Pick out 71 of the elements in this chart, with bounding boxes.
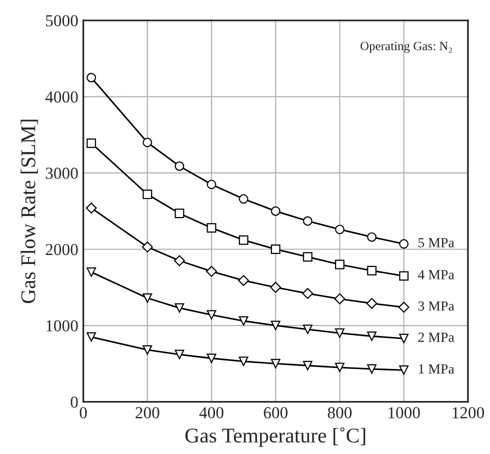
point [142,241,153,252]
x-tick-label: 800 [328,407,352,418]
point [174,208,184,218]
point [367,331,377,341]
y-tick-label: 1000 [46,320,78,332]
point [238,235,248,245]
point [302,252,312,262]
point [270,206,280,216]
point [302,360,312,370]
point [206,266,217,277]
y-tick-label: 2000 [46,244,78,256]
point [334,293,346,304]
point [86,332,96,342]
point [142,293,152,303]
point [335,362,344,372]
y-tick-label: 0 [70,396,78,408]
y-axis-title: Gas Flow Rate [SLM] [20,120,38,304]
point [398,302,410,313]
point [302,288,314,299]
point [399,334,409,344]
point [399,365,409,375]
point [86,202,97,214]
x-tick-label: 0 [80,407,87,418]
point [366,298,378,309]
y-tick-label: 4000 [45,91,78,103]
point [367,364,377,374]
point [86,267,96,277]
series-label: 5 MPa [418,238,454,248]
series-label: 3 MPa [418,301,454,311]
point [335,328,344,338]
point [206,354,216,364]
point [335,260,344,270]
x-tick-label: 600 [264,407,288,418]
point [302,216,312,226]
point [142,138,152,148]
series-label: 1 MPa [418,364,454,374]
point [86,72,96,82]
x-tick-label: 200 [136,407,160,418]
point [367,232,377,242]
point [367,266,377,276]
point [174,303,184,313]
point [174,350,184,360]
point [238,316,248,326]
point [238,194,248,204]
x-tick-label: 400 [199,407,224,418]
point [335,224,344,234]
point [86,138,96,148]
point [270,244,280,254]
point [174,255,185,266]
x-tick-label: 1000 [388,407,420,418]
point [174,161,184,171]
point [238,356,248,366]
point [270,358,280,368]
y-tick-label: 3000 [46,168,78,179]
point [142,190,152,200]
point [399,239,409,249]
series-label: 4 MPa [418,270,454,280]
annotation: Operating Gas: N₂ [360,42,452,53]
x-axis-title: Gas Temperature [˚C] [185,427,366,447]
point [142,345,152,355]
x-tick-label: 1200 [452,407,484,418]
point [206,180,216,190]
series-label: 2 MPa [418,332,454,342]
point [270,282,282,293]
point [399,271,409,281]
point [206,223,216,233]
y-tick-label: 5000 [46,15,78,26]
point [270,320,280,330]
point [206,310,216,320]
point [302,324,312,334]
point [238,275,250,286]
